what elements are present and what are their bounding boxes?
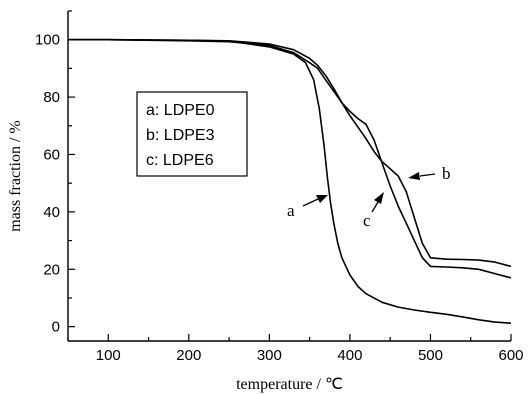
series-line-c bbox=[68, 38, 512, 279]
series-layer bbox=[68, 38, 512, 324]
axes-layer bbox=[67, 11, 511, 342]
y-tick-label: 100 bbox=[35, 32, 60, 49]
series-line-b bbox=[68, 38, 512, 268]
x-tick-label: 500 bbox=[418, 347, 443, 364]
annotation-arrow-c bbox=[371, 201, 379, 213]
y-axis-title: mass fraction / % bbox=[7, 120, 24, 232]
series-line-a bbox=[68, 38, 512, 324]
legend-box bbox=[136, 91, 248, 177]
annotation-label-b: b bbox=[442, 164, 451, 183]
legend-entry-b: b: LDPE3 bbox=[146, 127, 215, 144]
legend: a: LDPE0 b: LDPE3 c: LDPE6 bbox=[136, 91, 248, 177]
annotation-arrow-a bbox=[302, 198, 319, 207]
x-axis-title: temperature / ℃ bbox=[236, 376, 343, 393]
y-tick-label: 80 bbox=[43, 89, 60, 106]
plot-area: 100 200 300 400 500 600 0 20 40 60 80 100 bbox=[35, 10, 524, 364]
annotation-arrowhead-c bbox=[374, 192, 384, 204]
x-tick-label: 600 bbox=[498, 347, 523, 364]
x-tick-label: 300 bbox=[257, 347, 282, 364]
annotation-label-c: c bbox=[363, 211, 371, 230]
annotation-arrow-b bbox=[419, 173, 436, 177]
x-tick-label: 100 bbox=[96, 347, 121, 364]
annotation-label-a: a bbox=[287, 201, 295, 220]
x-tick-label: 200 bbox=[176, 347, 201, 364]
y-tick-label: 40 bbox=[43, 204, 60, 221]
legend-entry-a: a: LDPE0 bbox=[146, 102, 215, 119]
x-tick-label: 400 bbox=[337, 347, 362, 364]
annotation-arrowhead-b bbox=[408, 172, 420, 180]
ticks-layer: 100 200 300 400 500 600 0 20 40 60 80 100 bbox=[35, 10, 524, 364]
legend-entry-c: c: LDPE6 bbox=[146, 152, 214, 169]
y-tick-label: 0 bbox=[52, 319, 60, 336]
annotation-arrowhead-a bbox=[316, 195, 328, 203]
y-tick-label: 20 bbox=[43, 261, 60, 278]
y-tick-label: 60 bbox=[43, 146, 60, 163]
annotations: a b c bbox=[287, 164, 451, 230]
